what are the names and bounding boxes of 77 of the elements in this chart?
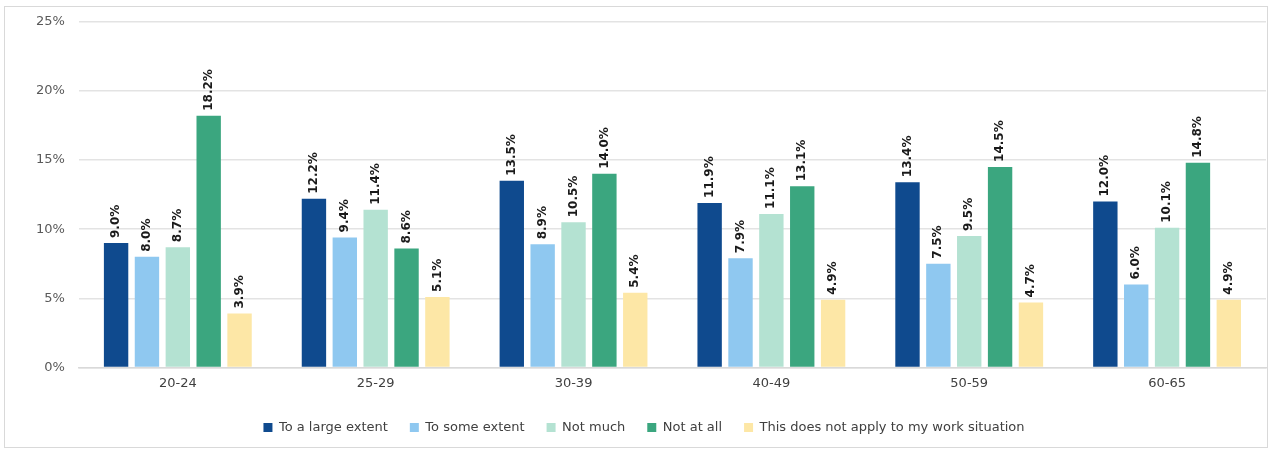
data-label: 8.6%	[398, 210, 413, 244]
bar	[301, 198, 327, 367]
legend-label: This does not apply to my work situation	[758, 418, 1025, 434]
bar	[425, 296, 450, 367]
data-label: 9.0%	[108, 204, 123, 238]
bar	[820, 299, 846, 367]
data-label: 10.1%	[1159, 181, 1174, 223]
data-label: 14.8%	[1190, 116, 1205, 158]
y-tick-label: 15%	[35, 151, 65, 167]
bar	[561, 222, 586, 367]
legend-label: To a large extent	[277, 418, 388, 434]
bar	[1185, 162, 1211, 367]
data-label: 8.9%	[534, 206, 549, 240]
legend-label: Not much	[562, 418, 626, 434]
data-label: 5.1%	[429, 258, 444, 292]
bar	[895, 182, 920, 367]
y-tick-label: 0%	[44, 358, 65, 374]
bar	[728, 258, 753, 367]
data-label: 13.1%	[794, 139, 809, 182]
data-label: 14.5%	[992, 120, 1007, 162]
bar	[1124, 284, 1149, 367]
data-label: 7.5%	[930, 225, 945, 259]
data-label: 4.7%	[1023, 264, 1038, 298]
bar	[592, 173, 617, 367]
bar	[1154, 227, 1180, 367]
bar	[987, 166, 1013, 367]
x-tick-label: 25-29	[356, 374, 395, 390]
x-tick-label: 60-65	[1148, 374, 1186, 390]
bar	[394, 248, 419, 367]
data-label: 8.0%	[139, 218, 154, 252]
bar	[926, 263, 951, 367]
x-tick-label: 40-49	[752, 374, 791, 390]
x-tick-label: 20-24	[158, 374, 197, 390]
data-label: 11.9%	[701, 156, 716, 198]
data-label: 9.4%	[336, 199, 351, 233]
x-tick-label: 50-59	[950, 374, 989, 390]
bar	[499, 180, 524, 367]
data-label: 4.9%	[825, 261, 840, 295]
y-tick-label: 20%	[35, 82, 65, 98]
data-label: 11.4%	[367, 163, 382, 205]
x-tick-label: 30-39	[554, 374, 593, 390]
y-tick-label: 5%	[44, 289, 65, 305]
data-label: 9.5%	[961, 197, 976, 232]
data-label: 8.7%	[169, 208, 184, 243]
data-label: 11.1%	[763, 167, 778, 209]
bar	[363, 209, 388, 367]
data-label: 18.2%	[200, 69, 215, 111]
data-label: 10.5%	[565, 175, 580, 218]
bar	[227, 313, 252, 367]
bar	[1216, 299, 1241, 367]
bar	[623, 292, 648, 367]
bar	[1093, 201, 1118, 367]
bar	[134, 256, 160, 367]
bar	[332, 237, 357, 367]
y-tick-label: 10%	[35, 220, 65, 236]
data-label: 5.4%	[627, 254, 642, 288]
bar	[1018, 302, 1044, 367]
y-tick-label: 25%	[35, 13, 65, 29]
bar	[790, 186, 815, 367]
data-label: 3.9%	[231, 275, 246, 309]
legend-label: To some extent	[424, 418, 525, 434]
bar	[530, 244, 555, 367]
bar	[196, 115, 221, 367]
bar	[165, 247, 191, 367]
bar	[759, 213, 784, 367]
legend-label: Not at all	[662, 418, 723, 434]
bar	[957, 236, 982, 367]
data-label: 13.4%	[899, 135, 914, 178]
data-label: 12.0%	[1097, 154, 1112, 197]
data-label: 7.9%	[732, 219, 747, 254]
data-label: 14.0%	[596, 127, 611, 169]
data-label: 13.5%	[503, 134, 518, 176]
data-label: 6.0%	[1128, 246, 1143, 280]
bar	[103, 242, 129, 367]
bar	[697, 202, 722, 367]
data-label: 4.9%	[1220, 261, 1235, 295]
data-label: 12.2%	[306, 152, 321, 194]
